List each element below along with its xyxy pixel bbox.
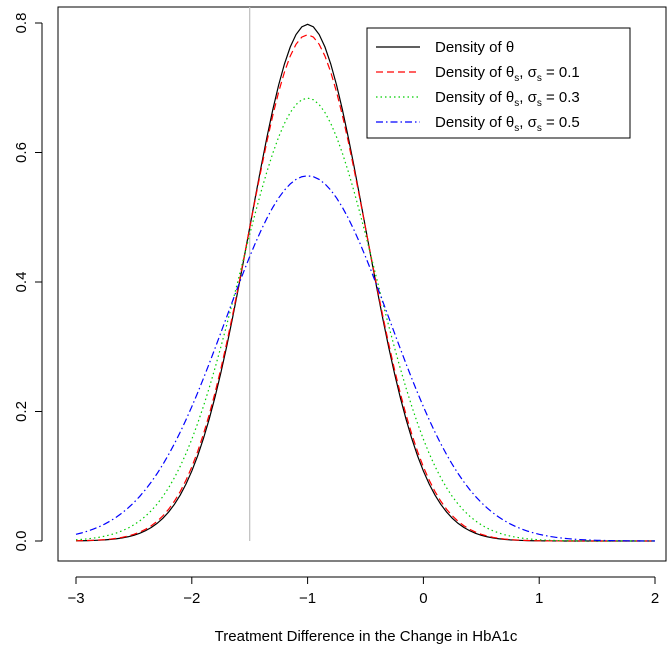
legend: Density of θ Density of θs, σs = 0.1 Densi… [366,27,631,139]
x-tick-label: 0 [419,590,427,607]
x-tick-label: −1 [299,590,316,607]
x-tick-label: −3 [67,590,84,607]
x-tick-label: −2 [183,590,200,607]
x-axis-title: Treatment Difference in the Change in Hb… [215,628,518,645]
legend-label-3: Density of θs, σs = 0.3 [435,89,580,109]
y-tick-label: 0.4 [13,272,30,293]
legend-label-2: Density of θs, σs = 0.1 [435,64,580,84]
y-tick-label: 0.0 [13,531,30,552]
x-tick-label: 1 [535,590,543,607]
legend-items: Density of θ Density of θs, σs = 0.1 Densi… [376,39,580,134]
y-axis-ticks: 0.0 0.2 0.4 0.6 0.8 [13,13,42,552]
series-line-3 [75,97,655,542]
series-layer [75,23,656,542]
y-tick-label: 0.6 [13,142,30,163]
y-tick-label: 0.8 [13,13,30,34]
legend-box [366,27,631,139]
series-line-4 [75,175,656,542]
y-tick-label: 0.2 [13,401,30,422]
legend-label-1: Density of θ [435,39,514,56]
plot-box [57,6,667,562]
legend-label-4: Density of θs, σs = 0.5 [435,114,580,134]
x-tick-label: 2 [651,590,659,607]
x-axis-ticks: −3 −2 −1 0 1 2 [67,577,659,607]
